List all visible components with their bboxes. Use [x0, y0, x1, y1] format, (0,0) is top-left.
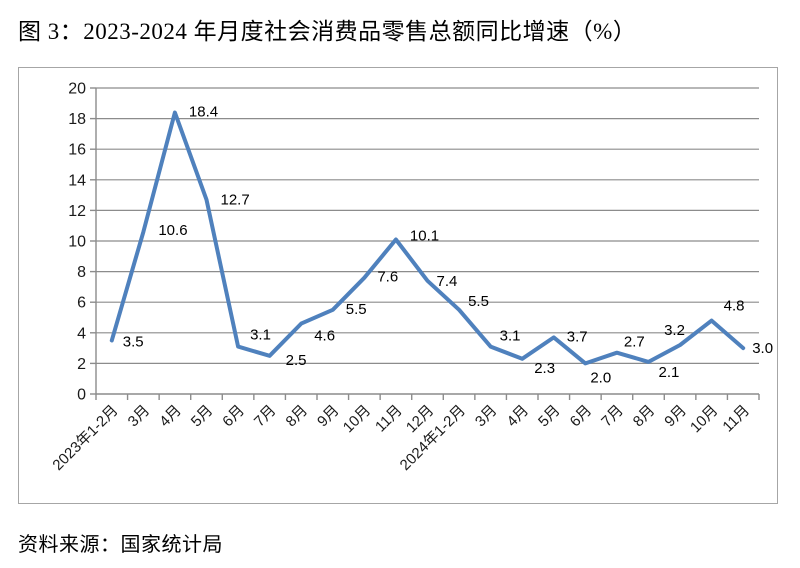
chart-container: 0 2 4 6 8 10 12 14 16 18 20 2023年1-2月 3月 4月 5月 6月 7月 8月 9月…	[18, 67, 778, 504]
x-axis-category-label: 10月	[340, 402, 374, 436]
data-point-label: 2.7	[624, 334, 645, 351]
data-point-label: 4.6	[314, 328, 335, 345]
data-point-label: 3.0	[752, 340, 773, 357]
x-axis-category-label: 3月	[125, 402, 154, 431]
data-point-label: 3.2	[664, 322, 685, 339]
x-axis-category-label: 8月	[630, 402, 659, 431]
data-point-label: 10.6	[158, 222, 187, 239]
source-note: 资料来源：国家统计局	[18, 534, 223, 556]
x-axis-category-label: 6月	[219, 402, 248, 431]
y-axis-tick-label: 8	[77, 264, 86, 281]
data-point-label: 2.0	[590, 369, 611, 386]
x-axis-category-label: 3月	[472, 402, 501, 431]
x-axis-category-label: 7月	[598, 402, 627, 431]
data-series-line	[109, 110, 746, 366]
y-axis-tick-label: 18	[68, 111, 86, 128]
data-point-label: 10.1	[410, 227, 439, 244]
data-point-label: 3.5	[123, 333, 144, 350]
y-axis-tick-label: 16	[68, 142, 86, 159]
data-point-label: 2.5	[286, 352, 307, 369]
data-point-label: 3.7	[567, 328, 588, 345]
x-axis-category-label: 7月	[251, 402, 280, 431]
data-point-label: 2.3	[534, 360, 555, 377]
x-axis-category-label: 9月	[661, 402, 690, 431]
y-axis-tick-label: 14	[68, 172, 86, 189]
y-axis-tick-label: 12	[68, 203, 86, 220]
data-point-label: 3.1	[250, 327, 271, 344]
y-axis-tick-label: 2	[77, 356, 86, 373]
data-point-label: 12.7	[221, 192, 250, 209]
data-point-label: 7.4	[437, 273, 458, 290]
data-point-label: 7.6	[377, 269, 398, 286]
data-point-label: 4.8	[724, 298, 745, 315]
x-axis-category-label: 4月	[156, 402, 185, 431]
y-axis-tick-label: 4	[77, 325, 86, 342]
x-axis-category-label: 10月	[687, 402, 721, 436]
data-point-label: 2.1	[659, 364, 680, 381]
x-axis-category-label: 11月	[372, 402, 406, 436]
x-axis-category-label: 5月	[535, 402, 564, 431]
y-axis-tick-label: 0	[77, 387, 86, 404]
x-axis-category-label: 11月	[719, 402, 753, 436]
x-axis-category-label: 6月	[567, 402, 596, 431]
x-axis-category-label: 5月	[188, 402, 217, 431]
x-axis-category-label: 2023年1-2月	[49, 402, 121, 474]
data-point-label: 18.4	[189, 103, 218, 120]
y-axis-tick-label: 20	[68, 81, 86, 98]
x-axis-category-label: 9月	[314, 402, 343, 431]
data-point-label: 3.1	[500, 328, 521, 345]
data-point-label: 5.5	[346, 301, 367, 318]
data-point-label: 5.5	[468, 293, 489, 310]
figure-title: 图 3：2023-2024 年月度社会消费品零售总额同比增速（%）	[18, 19, 637, 44]
y-axis-tick-label: 10	[68, 234, 86, 251]
x-axis-category-label: 4月	[504, 402, 533, 431]
x-axis-category-label: 8月	[283, 402, 312, 431]
y-axis-tick-label: 6	[77, 295, 86, 312]
